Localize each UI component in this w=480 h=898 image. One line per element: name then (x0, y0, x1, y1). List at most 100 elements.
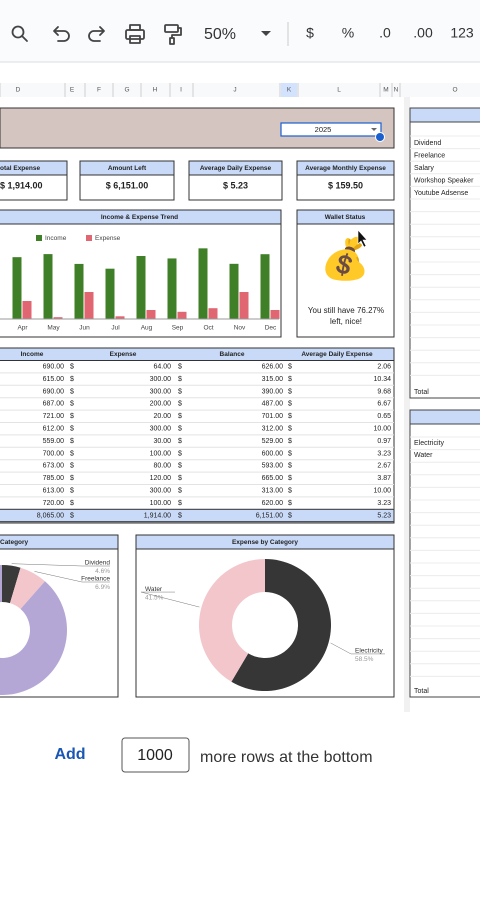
redo-icon[interactable] (88, 26, 105, 42)
currency-symbol: $ (70, 388, 74, 395)
kpi-value: $ 6,151.00 (106, 180, 149, 190)
bar (167, 258, 177, 319)
selection-handle[interactable] (375, 132, 385, 142)
expense-item: Water (414, 452, 433, 459)
kpi-label: Average Daily Expense (200, 165, 272, 172)
side-panel-expense (409, 409, 480, 698)
year-dropdown[interactable] (280, 122, 382, 137)
table-cell: 80.00 (153, 463, 171, 470)
income-item: Workshop Speaker (414, 178, 474, 185)
column-header: D (16, 87, 21, 94)
table-cell: 10.00 (373, 426, 391, 433)
print-icon[interactable] (125, 24, 145, 44)
currency-symbol: $ (70, 376, 74, 383)
chart-header (0, 209, 282, 225)
currency-symbol: $ (70, 512, 74, 519)
currency-symbol: $ (70, 488, 74, 495)
table-header-cell: Income (21, 351, 44, 358)
kpi-header (188, 160, 283, 176)
footer-text: more rows at the bottom (200, 749, 373, 766)
legend-label: Income (45, 235, 67, 242)
column-header-row (0, 83, 480, 97)
wallet-message: left, nice! (330, 317, 362, 326)
format-button[interactable]: .0 (379, 25, 391, 41)
chart-header (0, 534, 119, 550)
column-header: O (452, 87, 457, 94)
bar (22, 301, 32, 319)
format-button[interactable]: % (342, 25, 354, 41)
legend-swatch (86, 235, 92, 241)
table-cell: 6.67 (377, 401, 391, 408)
currency-symbol: $ (178, 450, 182, 457)
table-cell: 687.00 (43, 401, 65, 408)
bar (115, 316, 125, 319)
side-panel-header (409, 107, 480, 123)
table-cell: 673.00 (43, 463, 65, 470)
x-tick-label: Apr (17, 325, 28, 332)
kpi-header (79, 160, 175, 176)
column-header: M (383, 87, 388, 94)
table-cell: 300.00 (150, 388, 172, 395)
zoom-caret[interactable] (261, 31, 271, 36)
expense-total: Total (414, 688, 429, 695)
paint-format-icon[interactable] (164, 24, 182, 45)
currency-symbol: $ (178, 426, 182, 433)
x-tick-label: Jul (111, 325, 120, 332)
income-item: Dividend (414, 140, 441, 147)
table-cell: 300.00 (150, 426, 172, 433)
currency-symbol: $ (70, 426, 74, 433)
zoom-level[interactable]: 50% (204, 26, 236, 43)
income-item: Freelance (414, 152, 445, 159)
mouse-cursor (357, 229, 368, 248)
slice-label: Dividend (85, 560, 111, 567)
selected-column (281, 83, 297, 97)
table-cell: 690.00 (43, 364, 65, 371)
format-button[interactable]: 123 (450, 25, 474, 41)
table-cell: 785.00 (43, 475, 65, 482)
table-cell: 2.06 (377, 364, 391, 371)
currency-symbol: $ (178, 500, 182, 507)
table-cell: 620.00 (262, 500, 284, 507)
bar (53, 317, 63, 319)
table-cell: 2.67 (377, 463, 391, 470)
table-cell: 64.00 (153, 364, 171, 371)
table-cell: 529.00 (262, 438, 284, 445)
table-cell: 3.23 (377, 450, 391, 457)
rows-input[interactable] (121, 737, 190, 773)
table-cell: 600.00 (262, 450, 284, 457)
table-cell: 721.00 (43, 413, 65, 420)
total-cell: 1,914.00 (144, 512, 171, 519)
table-cell: 615.00 (43, 376, 65, 383)
column-header: I (180, 87, 182, 94)
x-tick-label: Nov (234, 325, 246, 332)
table-cell: 390.00 (262, 388, 284, 395)
search-icon[interactable] (11, 25, 28, 42)
table-cell: 613.00 (43, 488, 65, 495)
toolbar (0, 0, 480, 62)
rows-input-value[interactable]: 1000 (137, 747, 173, 764)
currency-symbol: $ (70, 438, 74, 445)
year-value[interactable]: 2025 (315, 125, 332, 134)
x-tick-label: Jun (79, 325, 90, 332)
table-header-cell: Expense (110, 351, 137, 358)
bar (239, 292, 249, 319)
currency-symbol: $ (178, 401, 182, 408)
slice-label: Freelance (81, 576, 110, 583)
undo-icon[interactable] (53, 26, 70, 42)
table-cell: 312.00 (262, 426, 284, 433)
legend-label: Expense (95, 235, 121, 242)
currency-symbol: $ (178, 364, 182, 371)
table-cell: 626.00 (262, 364, 284, 371)
pie-slice (231, 559, 331, 691)
dropdown-caret[interactable] (371, 128, 377, 131)
slice-label: Water (145, 586, 163, 593)
add-button[interactable]: Add (54, 746, 85, 763)
format-button[interactable]: $ (306, 25, 314, 41)
chart-header (135, 534, 395, 550)
column-header: E (70, 87, 75, 94)
currency-symbol: $ (178, 388, 182, 395)
format-button[interactable]: .00 (413, 25, 433, 41)
table-cell: 700.00 (43, 450, 65, 457)
bar (105, 268, 115, 319)
kpi-header (0, 160, 68, 176)
